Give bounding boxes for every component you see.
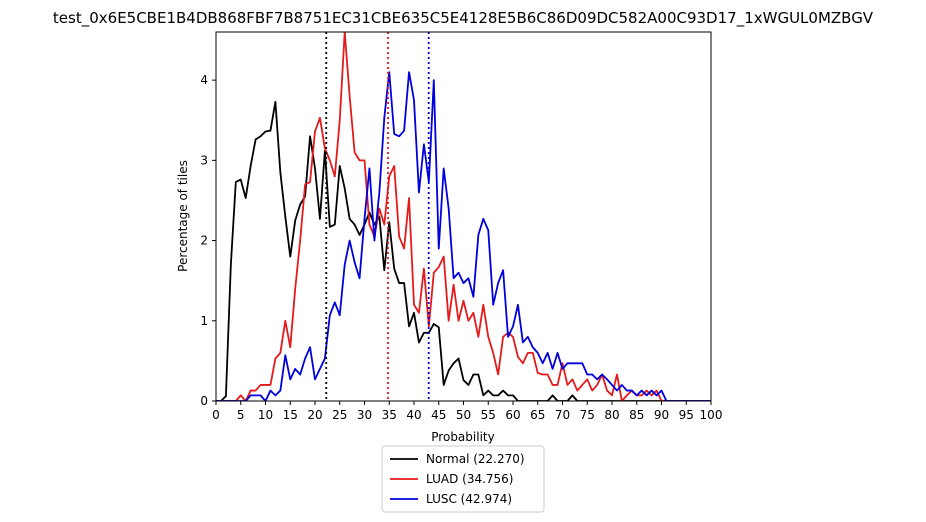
- x-tick-label: 60: [505, 408, 520, 422]
- x-tick-label: 45: [431, 408, 446, 422]
- x-tick-label: 20: [307, 408, 322, 422]
- legend-label-1: LUAD (34.756): [426, 472, 514, 486]
- x-tick-label: 75: [580, 408, 595, 422]
- x-tick-label: 10: [258, 408, 273, 422]
- y-tick-label: 1: [200, 314, 208, 328]
- legend-label-0: Normal (22.270): [426, 452, 525, 466]
- series-line-1: [216, 32, 711, 401]
- y-tick-label: 4: [200, 73, 208, 87]
- x-tick-label: 15: [283, 408, 298, 422]
- x-tick-label: 30: [357, 408, 372, 422]
- x-tick-label: 95: [679, 408, 694, 422]
- x-tick-label: 90: [654, 408, 669, 422]
- x-tick-label: 80: [604, 408, 619, 422]
- x-tick-label: 40: [406, 408, 421, 422]
- x-axis-label: Probability: [431, 430, 494, 444]
- legend-box: [381, 445, 545, 513]
- x-tick-label: 0: [212, 408, 220, 422]
- y-axis-label: Percentage of tiles: [176, 160, 190, 272]
- x-tick-label: 35: [382, 408, 397, 422]
- y-tick-label: 0: [200, 394, 208, 408]
- plot-area: 0 5 10 15 20 25 30 35 40 45 50 55 60 65 70 75 80 85 90 95 10…: [200, 31, 723, 422]
- x-tick-label: 5: [237, 408, 245, 422]
- legend-label-2: LUSC (42.974): [426, 492, 512, 506]
- y-tick-label: 2: [200, 234, 208, 248]
- chart-title: test_0x6E5CBE1B4DB868FBF7B8751EC31CBE635…: [53, 9, 874, 28]
- y-tick-label: 3: [200, 153, 208, 167]
- x-tick-label: 25: [332, 408, 347, 422]
- x-tick-label: 65: [530, 408, 545, 422]
- series-line-0: [216, 100, 711, 401]
- x-tick-label: 55: [481, 408, 496, 422]
- x-tick-label: 50: [456, 408, 471, 422]
- x-tick-label: 85: [629, 408, 644, 422]
- x-tick-label: 100: [700, 408, 723, 422]
- legend: Normal (22.270) LUAD (34.756) LUSC (42.974…: [381, 445, 545, 513]
- x-tick-label: 70: [555, 408, 570, 422]
- series-line-2: [216, 71, 711, 401]
